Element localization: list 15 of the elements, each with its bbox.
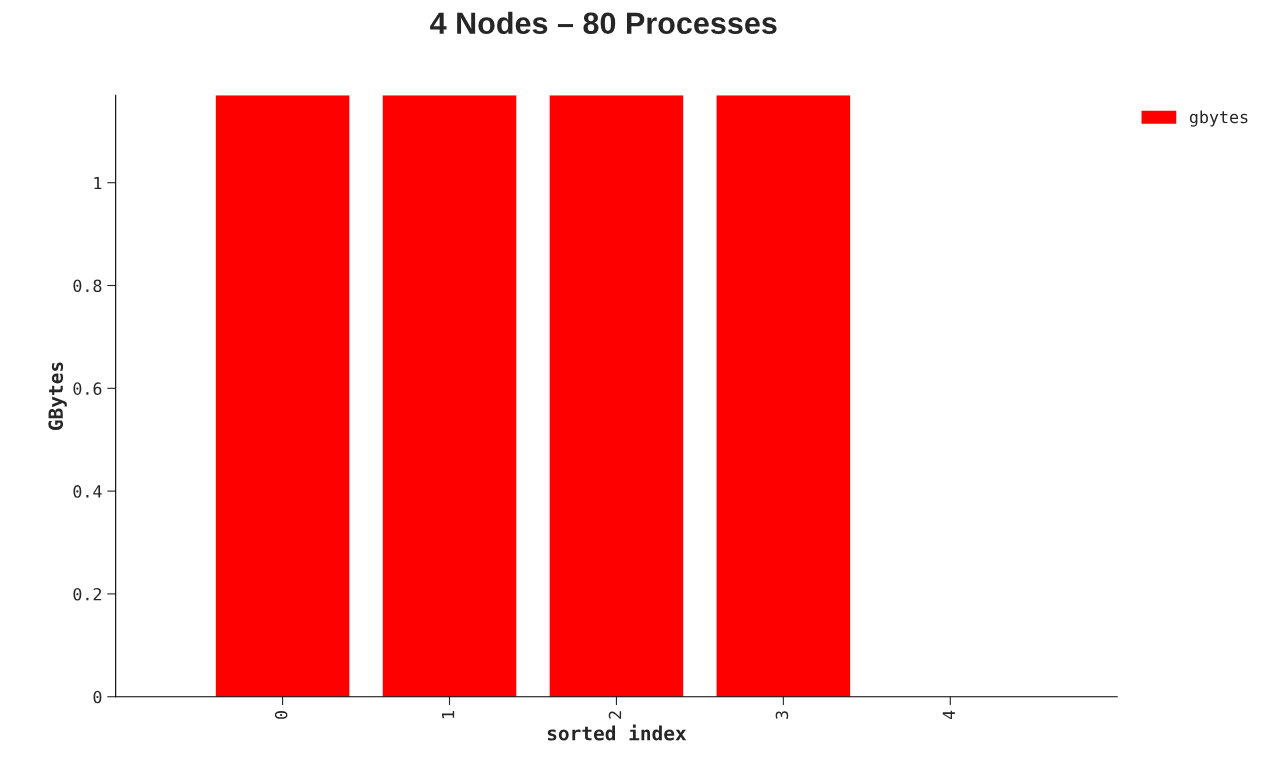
x-tick-label: 2 [608,711,622,719]
y-axis-title: GBytes [48,362,67,431]
x-tick-label: 3 [775,711,789,719]
y-tick-label: 0.8 [73,279,102,293]
y-tick-label: 0.4 [73,485,102,498]
y-tick-label: 1 [94,176,102,190]
x-axis-title: sorted index [547,724,687,741]
chart-title: 4 Nodes – 80 Processes [430,11,777,35]
x-tick-label: 1 [442,711,455,718]
x-tick-label: 0 [274,711,288,719]
x-tick-label: 4 [942,710,955,720]
y-tick-label: 0.6 [73,382,102,395]
legend-label: gbytes [1189,110,1248,127]
y-tick-label: 0.2 [73,587,102,601]
y-tick-label: 0 [93,690,102,704]
